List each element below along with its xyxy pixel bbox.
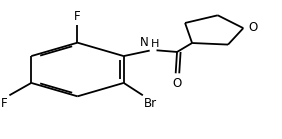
Text: O: O [172, 77, 181, 90]
Text: F: F [1, 97, 7, 110]
Text: Br: Br [144, 97, 157, 110]
Text: O: O [248, 21, 257, 34]
Text: N: N [140, 36, 148, 49]
Text: F: F [74, 10, 81, 23]
Text: H: H [151, 39, 159, 49]
